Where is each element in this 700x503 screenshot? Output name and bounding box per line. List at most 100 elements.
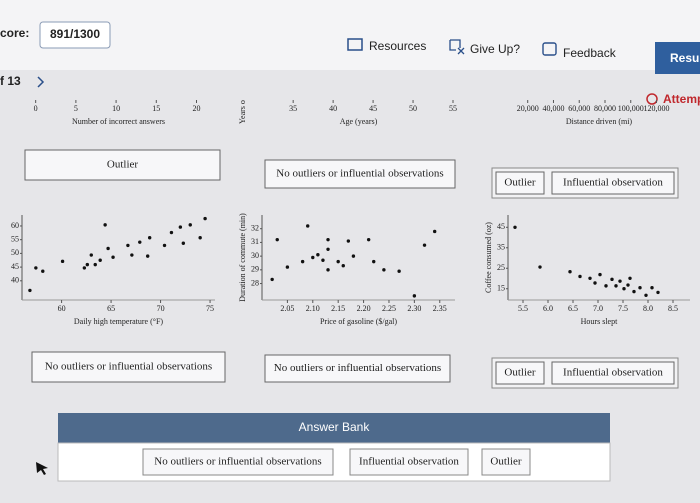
x-tick-label: 120,000 xyxy=(644,104,670,113)
answer-chip[interactable] xyxy=(495,361,545,385)
point xyxy=(316,253,320,257)
give-up-icon xyxy=(449,39,465,55)
y-tick-label: 30 xyxy=(251,251,259,260)
answer-chip-label[interactable]: Influential observation xyxy=(563,367,663,379)
y-tick-label: 25 xyxy=(497,263,505,272)
answer-chip-label[interactable]: Outlier xyxy=(504,177,535,189)
point xyxy=(321,258,325,262)
point xyxy=(275,237,279,242)
x-tick-label: 8.0 xyxy=(643,304,653,313)
answer-chip[interactable] xyxy=(264,354,451,383)
x-tick-label: 6.0 xyxy=(543,304,553,313)
point xyxy=(34,266,38,270)
x-tick-label: 7.0 xyxy=(593,304,603,313)
x-tick-label: 5 xyxy=(74,104,78,113)
bank-chip-label[interactable]: Outlier xyxy=(490,456,521,468)
answer-chip-label[interactable]: Influential observation xyxy=(563,177,663,189)
point xyxy=(138,240,142,244)
answer-chip-label[interactable]: Outlier xyxy=(504,367,535,379)
point xyxy=(366,237,371,242)
bank-chip[interactable] xyxy=(481,448,531,476)
x-tick-label: 10 xyxy=(112,104,120,113)
point xyxy=(632,289,636,294)
y-tick-label: 45 xyxy=(11,262,19,271)
x-tick-label: 60,000 xyxy=(568,104,590,113)
answer-chip[interactable] xyxy=(551,171,675,195)
point xyxy=(326,268,330,272)
score-label: core: xyxy=(0,26,29,40)
point xyxy=(130,253,134,257)
resources-button[interactable]: Resources xyxy=(369,39,426,53)
answer-chip[interactable] xyxy=(495,171,545,195)
point xyxy=(178,225,183,229)
x-tick-label: 20 xyxy=(193,104,201,113)
point xyxy=(285,265,290,269)
point xyxy=(89,253,93,257)
point xyxy=(198,236,202,240)
x-tick-label: 65 xyxy=(107,304,115,313)
x-tick-label: 2.10 xyxy=(306,304,320,313)
point xyxy=(85,262,90,267)
answer-chip[interactable] xyxy=(264,159,456,189)
resume-button-bg[interactable] xyxy=(655,42,700,74)
bank-chip[interactable] xyxy=(142,448,334,476)
x-tick-label: 100,000 xyxy=(618,104,644,113)
point xyxy=(372,259,376,264)
point xyxy=(326,247,330,251)
answer-chip-label[interactable]: Outlier xyxy=(107,159,138,171)
point xyxy=(82,266,87,270)
x-axis-label: Daily high temperature (°F) xyxy=(74,317,164,326)
x-tick-label: 6.5 xyxy=(568,304,578,313)
x-tick-label: 35 xyxy=(289,104,297,113)
answer-chip-label[interactable]: No outliers or influential observations xyxy=(274,362,441,374)
point xyxy=(188,223,192,227)
point xyxy=(181,241,186,245)
y-tick-label: 50 xyxy=(11,248,19,257)
progress: f 13 xyxy=(0,74,21,88)
point xyxy=(351,254,356,258)
bank-chip-label[interactable]: No outliers or influential observations xyxy=(154,456,321,468)
answer-chip[interactable] xyxy=(551,361,675,385)
x-tick-label: 2.25 xyxy=(382,304,396,313)
y-tick-label: 29 xyxy=(251,265,259,274)
x-tick-label: 70 xyxy=(157,304,165,313)
point xyxy=(103,223,107,227)
feedback-button[interactable]: Feedback xyxy=(563,46,617,60)
bank-chip[interactable] xyxy=(349,448,469,476)
x-tick-label: 2.35 xyxy=(433,304,447,313)
next-arrow[interactable] xyxy=(37,76,45,88)
x-tick-label: 75 xyxy=(206,304,214,313)
point xyxy=(270,277,274,282)
x-axis-label: Distance driven (mi) xyxy=(566,117,633,126)
y-tick-label: 60 xyxy=(11,221,19,230)
answer-chip[interactable] xyxy=(24,149,221,181)
point xyxy=(306,224,310,228)
top-bar xyxy=(0,0,700,70)
y-axis-label: Duration of commute (min) xyxy=(238,213,247,302)
point xyxy=(300,259,305,264)
y-axis-label: Years o xyxy=(238,100,247,124)
point xyxy=(98,258,102,262)
x-tick-label: 8.5 xyxy=(668,304,678,313)
point xyxy=(622,287,626,291)
x-axis-label: Age (years) xyxy=(340,117,378,126)
point xyxy=(203,216,207,221)
resume-button[interactable]: Resun xyxy=(670,51,700,65)
give-up-button[interactable]: Give Up? xyxy=(470,42,520,56)
point xyxy=(311,255,315,260)
point xyxy=(644,293,648,297)
point xyxy=(147,236,152,240)
point xyxy=(614,284,618,288)
point xyxy=(628,276,632,280)
point xyxy=(346,239,351,243)
point xyxy=(610,277,614,282)
x-tick-label: 50 xyxy=(409,104,417,113)
bank-chip-label[interactable]: Influential observation xyxy=(359,456,459,468)
point xyxy=(111,255,115,259)
answer-chip-label[interactable]: No outliers or influential observations xyxy=(45,361,212,373)
point xyxy=(538,265,542,269)
answer-chip[interactable] xyxy=(31,351,226,383)
point xyxy=(638,286,642,290)
answer-chip-label[interactable]: No outliers or influential observations xyxy=(276,168,443,180)
